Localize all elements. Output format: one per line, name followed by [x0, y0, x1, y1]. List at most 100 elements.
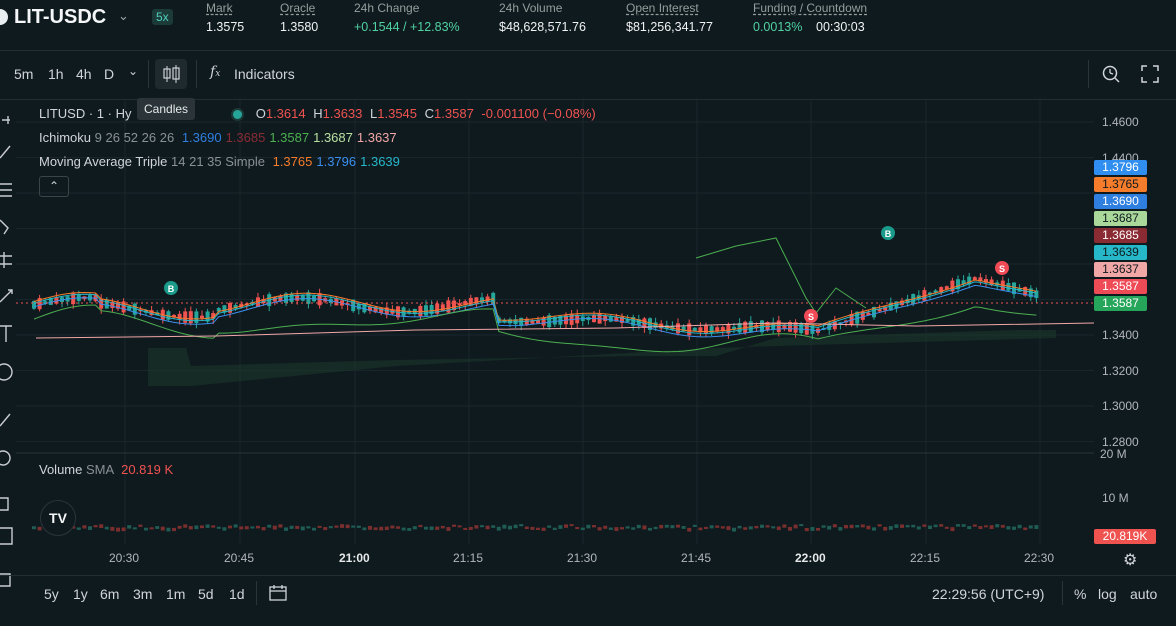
log-toggle[interactable]: log	[1098, 586, 1117, 602]
tradingview-logo[interactable]: TV	[40, 500, 76, 536]
candle-body	[799, 323, 804, 334]
magnet-tool-icon	[0, 497, 9, 511]
volume-bar	[530, 526, 535, 530]
percent-toggle[interactable]: %	[1074, 586, 1087, 602]
ichimoku-name: Ichimoku	[39, 130, 92, 145]
volume-bar	[1034, 525, 1039, 530]
price-chart[interactable]: B B S S	[16, 98, 1094, 576]
price-tag: 1.3587	[1094, 296, 1147, 311]
interval-D[interactable]: D	[104, 66, 115, 82]
indicators-icon[interactable]: fx	[210, 64, 221, 80]
volume-bar	[653, 526, 658, 530]
candle-body	[536, 320, 540, 324]
candle-body	[737, 323, 742, 333]
buy-marker	[881, 226, 895, 240]
volume-bar	[804, 527, 809, 532]
clock-timezone[interactable]: 22:29:56 (UTC+9)	[932, 586, 1045, 602]
candle-body	[939, 287, 944, 293]
interval-dropdown-icon[interactable]: ⌄	[128, 64, 139, 78]
leverage-badge[interactable]: 5x	[152, 9, 173, 25]
volume-bar	[368, 525, 372, 530]
candle-body	[614, 316, 619, 322]
low-value: 1.3545	[377, 106, 418, 121]
collapse-legend-button[interactable]: ⌃	[39, 176, 69, 197]
volume-bar	[972, 524, 977, 527]
chevron-down-icon[interactable]: ⌄	[118, 8, 129, 23]
auto-toggle[interactable]: auto	[1130, 586, 1158, 602]
stat-label[interactable]: Open Interest	[626, 1, 699, 15]
range-6m[interactable]: 6m	[100, 586, 120, 602]
candles-button[interactable]	[155, 59, 187, 89]
pair-name[interactable]: LIT-USDC	[14, 6, 107, 28]
volume-legend[interactable]: Volume SMA 20.819 K	[39, 462, 173, 477]
stat-label[interactable]: Oracle	[280, 1, 316, 15]
volume-bar	[491, 525, 496, 528]
candle-body	[928, 292, 932, 295]
candle-body	[872, 306, 876, 318]
interval-1h[interactable]: 1h	[48, 66, 64, 82]
candle-body	[222, 305, 227, 313]
candle-body	[989, 279, 994, 286]
stat-label[interactable]: Mark	[206, 1, 233, 15]
candle-body	[782, 324, 787, 329]
candle-body	[289, 293, 294, 302]
change-value: -0.001100 (−0.08%)	[481, 106, 596, 121]
time-axis-tick: 20:45	[224, 551, 255, 565]
volume-bar	[877, 524, 882, 527]
interval-5m[interactable]: 5m	[14, 66, 34, 82]
volume-bar	[524, 526, 529, 530]
screenshot-icon[interactable]	[1101, 64, 1121, 89]
range-1y[interactable]: 1y	[73, 586, 88, 602]
candle-body	[698, 327, 703, 333]
volume-bar	[446, 527, 451, 531]
volume-bar	[558, 525, 563, 529]
ichimoku-values: 1.3690 1.3685 1.3587 1.3687 1.3637	[178, 130, 397, 145]
indicators-button[interactable]: Indicators	[234, 66, 295, 82]
symbol-label[interactable]: LITUSD · 1 · Hy	[39, 106, 132, 121]
volume-bar	[323, 527, 328, 531]
candle-body	[754, 324, 759, 329]
range-5d[interactable]: 5d	[198, 586, 214, 602]
candle-body	[1006, 283, 1011, 291]
ichimoku-legend[interactable]: Ichimoku 9 26 52 26 26 1.3690 1.3685 1.358…	[39, 130, 397, 145]
ma-value: 1.3796	[316, 154, 357, 169]
candle-body	[384, 307, 389, 315]
volume-bar	[144, 527, 148, 531]
sell-marker-label: S	[999, 264, 1005, 274]
goto-date-button[interactable]	[268, 583, 290, 608]
candle-body	[524, 318, 529, 326]
volume-bar	[1000, 524, 1005, 528]
interval-4h[interactable]: 4h	[76, 66, 92, 82]
volume-bar	[547, 525, 552, 528]
volume-bar	[698, 527, 703, 531]
volume-bar	[916, 526, 921, 530]
candle-body	[121, 301, 126, 313]
candle-body	[474, 297, 479, 305]
volume-bar	[687, 527, 692, 532]
candle-body	[216, 308, 221, 312]
volume-bar	[429, 526, 434, 531]
volume-bar	[709, 525, 714, 529]
candle-body	[922, 290, 927, 301]
ma-legend[interactable]: Moving Average Triple 14 21 35 Simple 1.…	[39, 154, 400, 169]
volume-bar	[160, 526, 165, 531]
range-1m[interactable]: 1m	[166, 586, 186, 602]
stat-label[interactable]: Funding / Countdown	[753, 1, 868, 15]
settings-gear-icon[interactable]: ⚙	[1123, 552, 1138, 569]
volume-bar	[412, 526, 417, 530]
range-3m[interactable]: 3m	[133, 586, 153, 602]
volume-bar	[188, 526, 193, 530]
fullscreen-icon[interactable]	[1140, 64, 1160, 89]
volume-bar	[726, 526, 731, 531]
candle-body	[877, 309, 882, 312]
volume-bar	[104, 526, 109, 530]
range-5y[interactable]: 5y	[44, 586, 59, 602]
volume-bar	[659, 524, 664, 529]
volume-bar	[384, 526, 389, 531]
range-1d[interactable]: 1d	[229, 586, 245, 602]
cursor-tool-icon	[2, 116, 10, 124]
volume-bar	[704, 526, 708, 529]
candle-body	[104, 299, 109, 309]
volume-bar	[944, 526, 949, 529]
bottom-bar	[0, 575, 1176, 626]
